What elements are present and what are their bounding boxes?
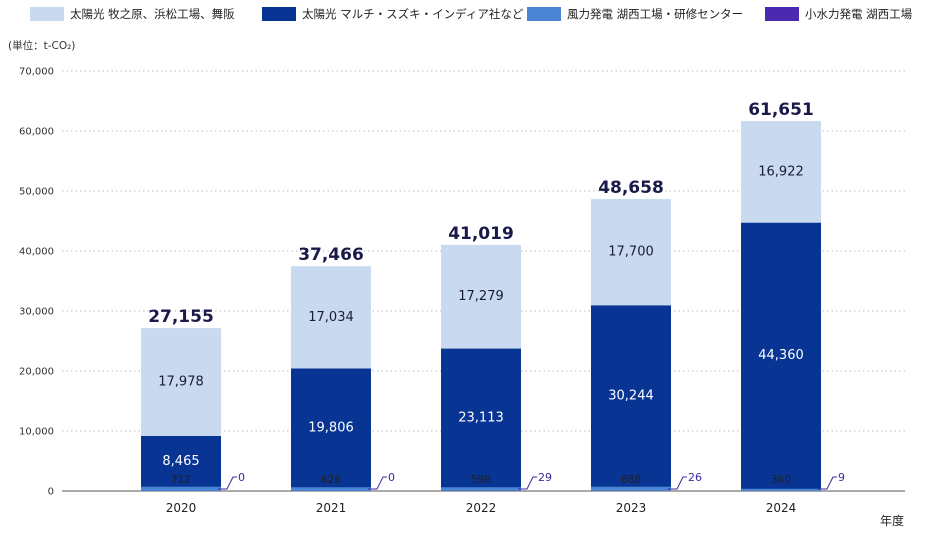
x-tick-label: 2022 (466, 501, 497, 515)
bar-segment (741, 222, 821, 489)
bar-segment (291, 486, 371, 491)
legend-item: 太陽光 マルチ・スズキ・インディア社など (262, 6, 523, 22)
bar-segment (591, 199, 671, 306)
bar-segment (141, 328, 221, 436)
leader-line (218, 476, 237, 490)
data-label: 29 (538, 471, 552, 484)
data-label: 17,978 (158, 375, 204, 390)
legend-item: 小水力発電 湖西工場 (765, 6, 912, 22)
data-label: 712 (171, 474, 191, 486)
x-tick-label: 2024 (766, 501, 797, 515)
bar-segment (591, 305, 671, 487)
data-label: 598 (471, 474, 491, 486)
data-label: 360 (771, 474, 791, 486)
data-label: 26 (688, 471, 702, 484)
legend-swatch (765, 7, 799, 21)
legend-item: 太陽光 牧之原、浜松工場、舞阪 (30, 6, 235, 22)
x-axis-title: 年度 (879, 514, 904, 528)
bar-segment (291, 266, 371, 369)
data-label: 23,113 (458, 410, 504, 425)
y-tick-label: 20,000 (19, 367, 54, 378)
legend: 太陽光 牧之原、浜松工場、舞阪 太陽光 マルチ・スズキ・インディア社など 風力発… (0, 0, 934, 30)
legend-label: 風力発電 湖西工場・研修センター (567, 7, 744, 21)
y-tick-label: 70,000 (19, 67, 54, 78)
data-label: 9 (838, 471, 845, 484)
bar-segment (591, 486, 671, 491)
data-label: 626 (321, 474, 341, 486)
legend-label: 太陽光 牧之原、浜松工場、舞阪 (70, 7, 235, 21)
y-tick-label: 50,000 (19, 187, 54, 198)
legend-item: 風力発電 湖西工場・研修センター (527, 6, 743, 22)
legend-swatch (527, 7, 561, 21)
x-tick-label: 2023 (616, 501, 647, 515)
y-tick-label: 0 (48, 487, 54, 498)
data-label: 19,806 (308, 420, 354, 435)
data-label: 16,922 (758, 164, 804, 179)
x-tick-label: 2020 (166, 501, 197, 515)
data-label: 0 (388, 471, 395, 484)
total-label: 41,019 (448, 224, 514, 244)
bar-segment (441, 486, 521, 491)
legend-swatch (262, 7, 296, 21)
data-label: 44,360 (758, 348, 804, 363)
unit-label: (単位：t-CO₂) (8, 40, 76, 52)
data-label: 0 (238, 471, 245, 484)
leader-line (518, 476, 537, 490)
legend-label: 小水力発電 湖西工場 (805, 7, 913, 21)
data-label: 17,034 (308, 310, 354, 325)
legend-label: 太陽光 マルチ・スズキ・インディア社など (302, 7, 524, 21)
y-tick-label: 30,000 (19, 307, 54, 318)
data-label: 17,700 (608, 245, 654, 260)
total-label: 37,466 (298, 245, 364, 265)
y-tick-label: 10,000 (19, 427, 54, 438)
bar-segment (291, 368, 371, 488)
bar-segment (141, 435, 221, 487)
total-label: 27,155 (148, 307, 214, 327)
x-tick-label: 2021 (316, 501, 347, 515)
bar-segment (141, 486, 221, 491)
leader-line (368, 476, 387, 490)
legend-swatch (30, 7, 64, 21)
total-label: 48,658 (598, 178, 664, 198)
total-label: 61,651 (748, 100, 814, 120)
data-label: 30,244 (608, 388, 654, 403)
leader-line (818, 476, 837, 490)
data-label: 17,279 (458, 289, 504, 304)
data-label: 8,465 (162, 454, 199, 469)
bar-segment (441, 348, 521, 488)
y-tick-label: 40,000 (19, 247, 54, 258)
data-label: 688 (621, 474, 641, 486)
leader-line (668, 476, 687, 490)
y-tick-label: 60,000 (19, 127, 54, 138)
bar-segment (741, 121, 821, 223)
bar-segment (441, 244, 521, 349)
